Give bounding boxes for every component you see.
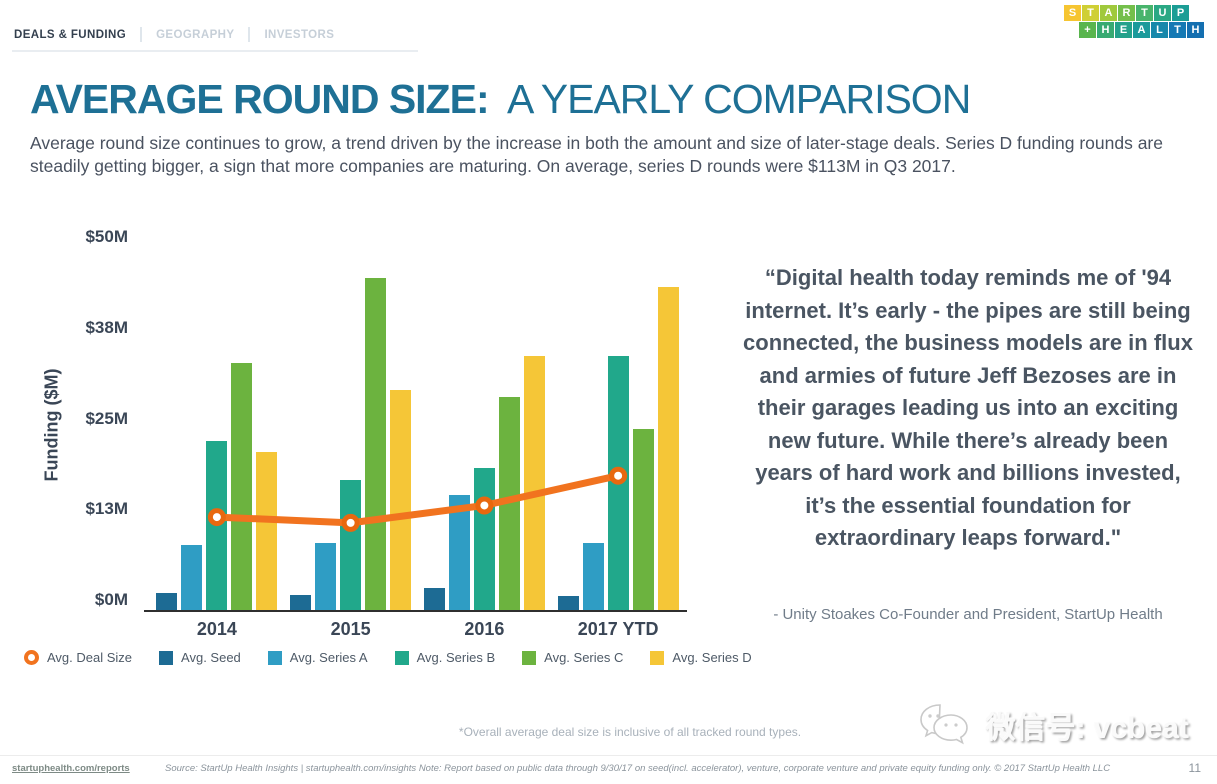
legend-label: Avg. Series D: [672, 650, 752, 665]
intro-paragraph: Average round size continues to grow, a …: [30, 133, 1163, 176]
logo-letter-tile: T: [1082, 5, 1099, 21]
y-tick-label: $0M: [94, 590, 128, 609]
startup-health-logo: S T A R T U P + H E A L T H: [1064, 5, 1204, 39]
tab-separator: [140, 27, 143, 42]
series-color-swatch: [159, 650, 174, 665]
wechat-icon: [919, 704, 968, 745]
legend-label: Avg. Deal Size: [47, 650, 133, 665]
x-tick-label: 2017 YTD: [577, 619, 659, 639]
tab-separator: [248, 27, 251, 42]
legend-item-avg-seed: Avg. Seed: [159, 650, 241, 665]
chart-footnote: *Overall average deal size is inclusive …: [458, 725, 802, 739]
page-title-light: A YEARLY COMPARISON: [507, 76, 971, 122]
tab-investors[interactable]: INVESTORS: [264, 28, 335, 41]
logo-letter-tile: T: [1136, 5, 1153, 21]
legend-label: Avg. Seed: [181, 650, 241, 665]
bar-avg-series-d-2016: [523, 355, 545, 610]
logo-letter-tile: T: [1169, 22, 1186, 38]
page-number: 11: [1188, 761, 1201, 775]
bar-avg-series-b-2017-ytd: [607, 355, 629, 610]
logo-letter-tile: A: [1133, 22, 1150, 38]
y-tick-label: $25M: [85, 408, 128, 428]
quote-text: “Digital health today reminds me of '94 …: [743, 265, 1193, 551]
bar-avg-series-d-2017-ytd: [657, 286, 679, 610]
logo-letter-tile: L: [1151, 22, 1168, 38]
bar-avg-series-d-2015: [390, 390, 412, 610]
x-axis-line: [144, 610, 687, 612]
y-tick-label: $13M: [85, 499, 128, 519]
bar-avg-seed-2015: [290, 595, 312, 610]
top-tab-bar: DEALS & FUNDING GEOGRAPHY INVESTORS: [12, 27, 419, 52]
logo-letter-tile: S: [1064, 5, 1081, 21]
bar-avg-series-a-2016: [448, 494, 470, 610]
series-color-swatch: [522, 650, 537, 665]
bar-avg-series-c-2017-ytd: [632, 428, 654, 610]
bar-chart-plot: $0M $13M $25M $38M $50M 2014 2015 2016 2017 YTD: [85, 227, 687, 639]
legend-label: Avg. Series A: [289, 650, 368, 665]
bar-avg-series-c-2015: [365, 277, 387, 610]
logo-letter-tile: R: [1118, 5, 1135, 21]
y-tick-label: $38M: [85, 317, 128, 337]
bar-avg-series-c-2014: [231, 363, 253, 610]
logo-letter-tile: U: [1154, 5, 1171, 21]
bar-avg-series-a-2014: [181, 544, 203, 610]
bar-avg-seed-2017-ytd: [557, 596, 579, 610]
wechat-watermark: 微信号: vcbeat: [918, 702, 1189, 748]
wechat-id-text: 微信号: vcbeat: [985, 712, 1189, 745]
source-note: Source: StartUp Health Insights | startu…: [165, 763, 1111, 774]
bar-avg-series-a-2017-ytd: [582, 543, 604, 610]
reports-link[interactable]: startuphealth.com/reports: [12, 763, 130, 774]
bar-avg-series-b-2015: [340, 480, 362, 610]
chart-legend: Avg. Deal Size Avg. Seed Avg. Series A Avg.…: [24, 650, 752, 665]
series-color-swatch: [267, 650, 282, 665]
legend-label: Avg. Series C: [544, 650, 624, 665]
bar-avg-seed-2016: [423, 587, 445, 610]
tab-deals-funding[interactable]: DEALS & FUNDING: [14, 28, 127, 41]
deal-size-line-layer: [207, 466, 628, 532]
page-title: AVERAGE ROUND SIZE: A YEARLY COMPARISON: [30, 76, 971, 123]
legend-item-avg-deal-size: Avg. Deal Size: [24, 650, 132, 665]
bar-avg-series-a-2015: [315, 543, 337, 610]
x-tick-label: 2016: [464, 619, 505, 639]
legend-item-avg-series-b: Avg. Series B: [394, 650, 496, 665]
bar-avg-series-d-2014: [256, 452, 278, 610]
bar-avg-seed-2014: [156, 593, 178, 610]
legend-item-avg-series-d: Avg. Series D: [650, 650, 752, 665]
logo-letter-tile: A: [1100, 5, 1117, 21]
legend-item-avg-series-c: Avg. Series C: [522, 650, 623, 665]
logo-row: + H E A L T H: [1079, 22, 1204, 38]
footer: startuphealth.com/reports Source: StartU…: [0, 755, 1217, 784]
x-tick-label: 2014: [196, 619, 237, 639]
series-color-swatch: [650, 650, 665, 665]
bar-avg-series-b-2014: [206, 440, 228, 610]
logo-letter-tile: E: [1115, 22, 1132, 38]
deal-size-marker-icon: [24, 650, 39, 665]
bar-avg-series-b-2016: [473, 468, 495, 610]
logo-letter-tile: H: [1187, 22, 1204, 38]
legend-label: Avg. Series B: [416, 650, 496, 665]
y-tick-label: $50M: [85, 227, 128, 246]
bar-avg-series-c-2016: [498, 397, 520, 610]
x-tick-label: 2015: [330, 619, 371, 639]
logo-letter-tile: H: [1097, 22, 1114, 38]
legend-item-avg-series-a: Avg. Series A: [267, 650, 368, 665]
quote-attribution: - Unity Stoakes Co-Founder and President…: [773, 606, 1163, 623]
series-color-swatch: [394, 650, 409, 665]
logo-letter-tile: +: [1079, 22, 1096, 38]
tab-geography[interactable]: GEOGRAPHY: [156, 28, 235, 41]
logo-letter-tile: P: [1172, 5, 1189, 21]
page-title-bold: AVERAGE ROUND SIZE:: [30, 76, 490, 122]
